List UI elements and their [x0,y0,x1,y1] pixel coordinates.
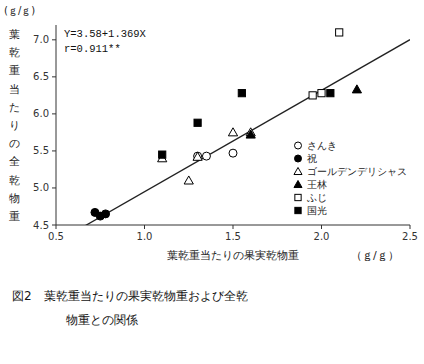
y-tick-label: 6.0 [33,108,49,119]
y-label-char: 乾 [9,46,20,59]
legend-marker [294,180,302,187]
x-tick [233,225,234,229]
y-label-char: 葉 [9,28,20,41]
y-tick [52,113,56,114]
y-label-char: 重 [9,210,20,223]
x-tick [56,225,57,229]
point [159,151,166,158]
legend-label: 王林 [307,179,327,190]
y-tick-label: 4.5 [33,220,49,231]
legend-marker [295,207,301,213]
x-tick [410,225,411,229]
y-axis-line [56,25,57,225]
y-tick [52,225,56,226]
y-label-char: 当 [9,83,20,96]
point [194,152,202,160]
point [238,90,245,97]
point [318,90,325,97]
caption: 図2 葉乾重当たりの果実乾物重および全乾 [12,289,248,303]
x-tick [321,225,322,229]
x-tick-label: 2.5 [402,231,418,242]
y-tick-label: 5.5 [33,145,49,156]
y-label-char: た [9,101,20,114]
point [229,149,237,157]
y-label-char: 全 [9,155,20,168]
legend-marker [294,167,302,174]
annotation: Y=3.58+1.369X [64,28,147,40]
legend-label: 祝 [307,153,317,164]
x-tick [144,225,145,229]
x-tick-label: 1.5 [225,231,241,242]
x-tick-label: 0.5 [48,231,64,242]
point [352,85,361,93]
chart: 0.5 1.0 1.5 2.0 2.5 4.5 5.0 5.5 6.0 6.5 7.0 Y=3.58+… [0,0,424,364]
y-tick [52,187,56,188]
legend: さんき祝ゴールデンデリシャス王林ふじ国光 [294,140,407,216]
point [102,210,110,218]
legend-label: ふじ [306,192,327,203]
point [246,130,255,138]
y-tick-label: 7.0 [33,34,49,45]
y-tick-label: 5.0 [33,182,49,193]
point [194,119,201,126]
y-label-char: 物 [9,192,20,205]
regression-line [56,40,410,225]
y-label-char: の [9,137,20,150]
point [202,152,210,160]
x-label: 葉乾重当たりの果実乾物重 [167,249,299,262]
x-tick-label: 1.0 [137,231,153,242]
legend-marker [295,155,302,162]
y-tick [52,150,56,151]
y-label-char: り [9,119,20,132]
legend-marker [295,142,302,149]
caption: 物重との関係 [66,313,138,327]
plot-area [56,29,410,225]
point [193,152,202,160]
y-tick [52,76,56,77]
y-tick [52,39,56,40]
legend-label: 国光 [307,205,327,216]
legend-label: ゴールデンデリシャス [307,166,407,177]
y-tick-label: 6.5 [33,71,49,82]
point [228,128,237,136]
point [336,29,343,36]
y-label-char: 乾 [9,174,20,187]
y-label-unit: (ｇ/ｇ) [4,5,35,16]
annotation: r=0.911** [64,43,121,55]
y-label: 葉乾重当たりの全乾物重 [9,28,20,223]
x-tick-label: 2.0 [314,231,330,242]
point [309,92,316,99]
x-label-unit: （ｇ/ｇ） [351,249,399,262]
legend-label: さんき [307,140,337,151]
point [184,176,193,184]
point [327,90,334,97]
legend-marker [295,194,301,200]
y-label-char: 重 [9,64,20,77]
